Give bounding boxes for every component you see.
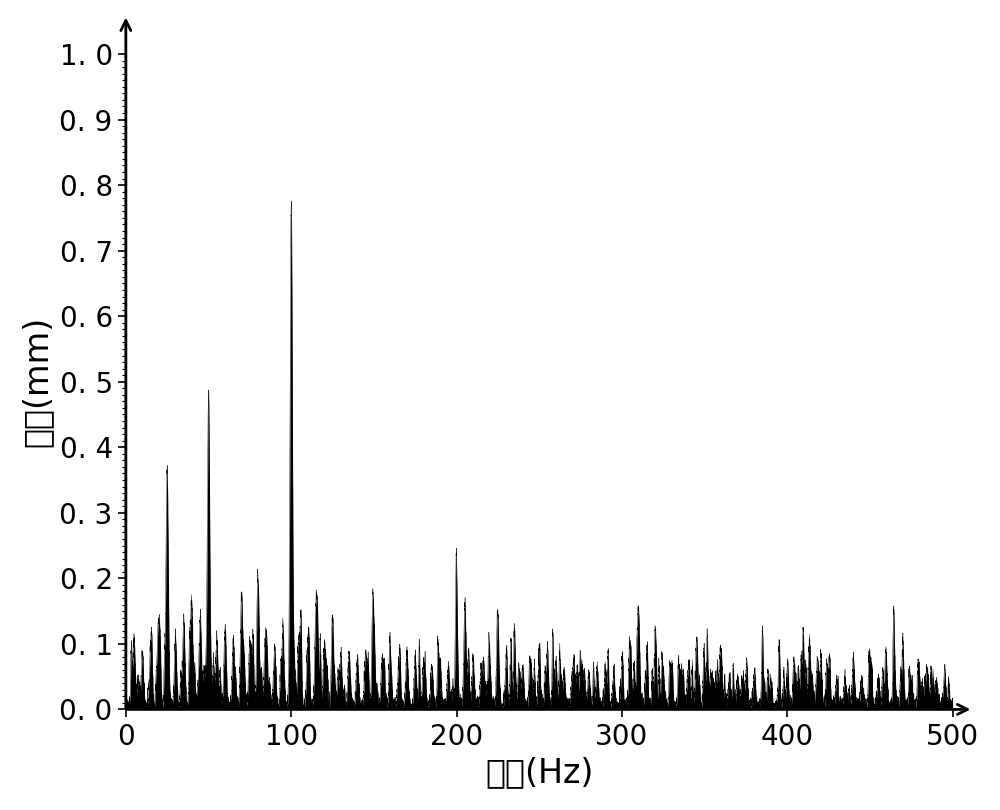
Y-axis label: 振幅(mm): 振幅(mm) (21, 316, 54, 447)
X-axis label: 频率(Hz): 频率(Hz) (485, 757, 593, 789)
